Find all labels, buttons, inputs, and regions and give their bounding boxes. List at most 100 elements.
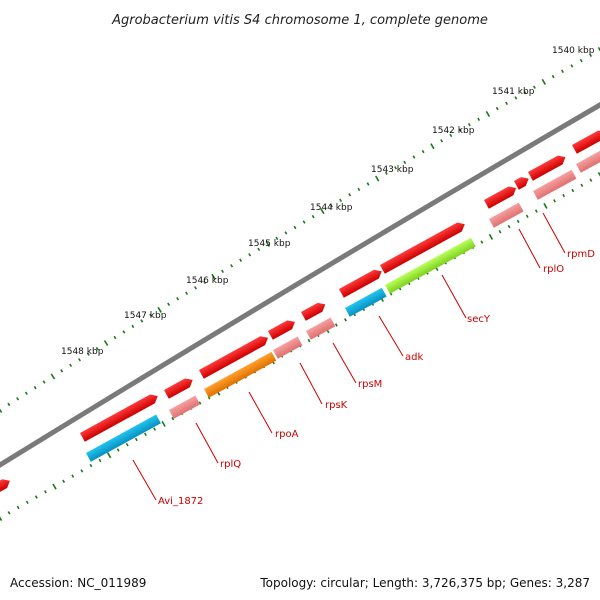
gene-label[interactable]: rpsM <box>358 379 382 390</box>
tick-mark <box>339 198 342 202</box>
tick-mark <box>384 171 388 175</box>
tick-mark <box>78 358 81 362</box>
tick-mark <box>50 373 56 380</box>
gene-label[interactable]: rpmD <box>567 249 595 260</box>
tick-mark <box>106 452 112 459</box>
kbp-label: 1540 kbp <box>552 46 595 56</box>
tick-mark <box>122 330 126 334</box>
tick-mark <box>131 324 135 329</box>
gene-label[interactable]: adk <box>405 352 423 363</box>
tick-mark <box>543 202 548 209</box>
gene-feature[interactable] <box>514 174 531 190</box>
gene-label[interactable]: Avi_1872 <box>158 496 203 507</box>
gene-labels: rpmD rplO secY adk rpsM rpsK rpoA rplQ A… <box>158 249 595 507</box>
tick-mark <box>571 188 575 193</box>
tick-mark <box>176 297 180 301</box>
gene-label[interactable]: rpsK <box>325 400 348 411</box>
gene-label[interactable]: rpoA <box>275 429 299 440</box>
tick-mark <box>485 111 491 117</box>
gene-feature[interactable] <box>528 153 568 181</box>
tick-mark <box>248 253 252 257</box>
tick-mark <box>589 53 593 57</box>
tick-mark <box>113 335 117 340</box>
tick-mark <box>597 172 600 177</box>
tick-mark <box>157 306 162 313</box>
gene-feature[interactable] <box>268 318 297 340</box>
tick-mark <box>505 101 508 105</box>
cds-feature[interactable] <box>576 149 600 173</box>
tick-mark <box>34 495 38 499</box>
cds-feature[interactable] <box>385 237 476 294</box>
tick-mark <box>221 269 224 273</box>
gene-feature[interactable] <box>484 184 519 209</box>
tick-mark <box>60 369 64 373</box>
cds-feature[interactable] <box>489 202 524 228</box>
cds-feature[interactable] <box>345 287 387 317</box>
cds-feature[interactable] <box>273 336 303 359</box>
tick-mark <box>98 458 102 463</box>
tick-mark <box>52 483 57 490</box>
tick-mark <box>230 264 234 268</box>
gene-label[interactable]: secY <box>467 314 491 325</box>
tick-mark <box>293 225 297 230</box>
gene-feature[interactable] <box>572 128 600 154</box>
tick-mark <box>579 58 583 63</box>
tick-mark <box>551 74 555 79</box>
tick-mark <box>320 208 325 215</box>
gene-feature[interactable] <box>301 300 328 321</box>
tick-mark <box>421 149 425 154</box>
tick-mark <box>103 340 109 347</box>
gene-label[interactable]: rplO <box>543 264 564 275</box>
gene-feature[interactable] <box>380 220 467 274</box>
tick-mark <box>553 199 556 203</box>
tick-mark <box>140 319 144 323</box>
gene-feature[interactable] <box>339 267 384 298</box>
tick-mark <box>541 78 546 85</box>
tick-mark <box>71 474 75 478</box>
cds-feature[interactable] <box>169 395 201 419</box>
tick-mark <box>203 280 206 284</box>
tick-mark <box>198 401 202 405</box>
topology-text: Topology: circular; Length: 3,726,375 bp… <box>260 576 590 590</box>
tick-mark <box>440 139 444 143</box>
tick-mark <box>42 380 46 384</box>
tick-mark <box>116 448 120 452</box>
gene-feature[interactable] <box>164 376 195 399</box>
tick-mark <box>125 443 129 447</box>
tick-mark <box>194 286 197 290</box>
kbp-labels: 1540 kbp 1541 kbp 1542 kbp 1543 kbp 1544… <box>61 46 595 357</box>
tick-mark <box>95 346 99 351</box>
tick-mark <box>458 128 462 132</box>
tick-mark <box>449 133 453 138</box>
tick-mark <box>44 490 47 494</box>
tick-mark <box>507 224 511 229</box>
kbp-label: 1545 kbp <box>248 239 291 249</box>
cds-feature[interactable] <box>204 351 277 398</box>
cds-feature[interactable] <box>533 169 577 200</box>
tick-mark <box>375 175 380 182</box>
cds-feature[interactable] <box>86 414 161 462</box>
tick-mark <box>33 385 37 390</box>
tick-mark <box>366 182 370 186</box>
cds-feature[interactable] <box>306 317 336 340</box>
gene-track-red <box>0 128 600 495</box>
tick-mark <box>348 193 352 197</box>
tick-mark <box>275 236 279 241</box>
cds-track <box>86 149 600 462</box>
tick-mark <box>307 338 311 343</box>
tick-mark <box>257 247 261 252</box>
tick-mark <box>534 209 538 213</box>
accession-text: Accession: NC_011989 <box>10 576 147 590</box>
tick-mark <box>185 291 189 296</box>
tick-mark <box>412 155 416 159</box>
leader-lines <box>132 212 566 501</box>
tick-mark <box>357 187 361 192</box>
tick-mark <box>0 408 3 413</box>
gene-feature[interactable] <box>199 333 270 379</box>
tick-mark <box>403 160 407 165</box>
tick-mark <box>302 220 306 224</box>
tick-mark <box>533 85 536 89</box>
gene-feature[interactable] <box>0 476 12 495</box>
gene-label[interactable]: rplQ <box>220 459 241 470</box>
gene-feature[interactable] <box>80 392 160 442</box>
